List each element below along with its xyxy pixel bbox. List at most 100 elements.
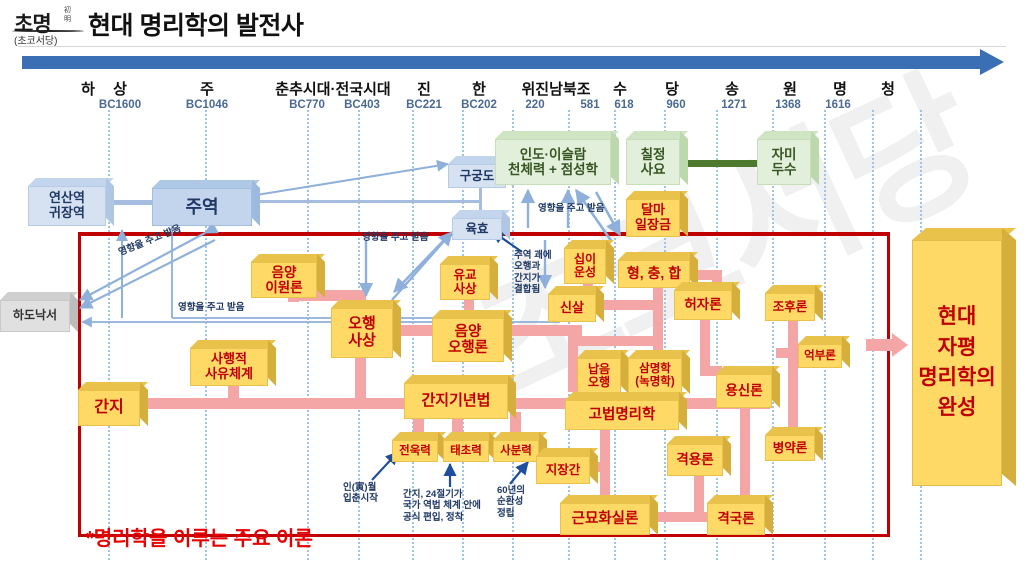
theory-box-eumyang2[interactable]: 음양 이원론	[251, 254, 325, 298]
box-label: 음양 이원론	[251, 262, 317, 298]
box-label: 형, 충, 합	[618, 260, 690, 288]
theory-box-geukyong[interactable]: 격용론	[667, 436, 731, 476]
box-top-face	[757, 131, 819, 139]
timeline-gridline	[772, 110, 774, 560]
box-label: 지장간	[536, 456, 590, 484]
box-label: 육효	[452, 218, 502, 240]
connector-sibi-sinsal	[583, 278, 593, 292]
timeline-year-label: 1368	[775, 99, 801, 111]
box-top-face	[392, 432, 446, 440]
annotation-influence-3: 영향을 주고 받음	[362, 232, 429, 243]
box-side-face	[815, 285, 823, 321]
box-side-face	[317, 254, 325, 298]
theory-box-hyeong[interactable]: 형, 충, 합	[618, 252, 698, 288]
box-side-face	[393, 300, 401, 358]
theory-box-nabeum[interactable]: 납음 오행	[577, 350, 629, 394]
theory-box-chiljeong[interactable]: 칠정 사요	[626, 131, 688, 185]
connector-johu-byeongyak	[788, 318, 798, 438]
theory-box-yukhyo[interactable]: 육효	[452, 210, 510, 240]
timeline-era-label: 당	[665, 81, 679, 98]
theory-box-indo[interactable]: 인도·이슬람 천체력 + 점성학	[495, 131, 619, 185]
theory-box-ganjigi[interactable]: 간지기년법	[404, 375, 516, 419]
timeline-bar	[22, 56, 982, 69]
theory-box-jami[interactable]: 자미 두수	[757, 131, 819, 185]
final-box-side-face	[1002, 228, 1016, 486]
logo-sub-text: (초코서당)	[14, 36, 58, 47]
logo-sup-2: 明	[64, 16, 71, 23]
timeline-gridline	[664, 110, 666, 560]
box-label: 조후론	[765, 293, 815, 321]
timeline-year-label: 581	[580, 99, 600, 111]
theory-box-juyeok[interactable]: 주역	[152, 180, 260, 226]
theory-box-geunmyo[interactable]: 근묘화실론	[560, 495, 658, 535]
connector-nabeum-vertical	[568, 336, 578, 392]
box-side-face	[650, 495, 658, 535]
box-side-face	[690, 252, 698, 288]
box-side-face	[504, 310, 512, 362]
theory-box-eokbu[interactable]: 억부론	[798, 336, 850, 368]
theory-box-sibi[interactable]: 십이 운성	[564, 240, 614, 284]
timeline-year-label: BC770	[289, 99, 325, 111]
final-box-line: 완성	[937, 396, 977, 420]
box-side-face	[268, 340, 276, 386]
timeline-year-label: 618	[614, 99, 634, 111]
box-top-face	[432, 310, 512, 318]
logo-underline	[12, 30, 84, 32]
box-side-face	[252, 180, 260, 226]
annotation-influence-4: 영향을 주고 받음	[538, 203, 605, 214]
box-top-face	[626, 191, 688, 199]
box-top-face	[448, 156, 514, 164]
theory-box-yugyo[interactable]: 유교 사상	[440, 256, 498, 300]
box-label: 음양 오행론	[432, 318, 504, 362]
box-label: 격국론	[707, 503, 765, 535]
theory-box-jijanggan[interactable]: 지장간	[536, 448, 598, 484]
theory-box-sinsal[interactable]: 신살	[548, 286, 604, 322]
box-side-face	[140, 382, 148, 426]
box-top-face	[716, 366, 780, 374]
box-top-face	[765, 427, 823, 435]
header-divider	[18, 46, 1006, 47]
box-top-face	[626, 131, 688, 139]
theory-box-heoja[interactable]: 허자론	[674, 282, 740, 320]
timeline-era-label: 송	[725, 81, 739, 98]
theory-box-yongsin[interactable]: 용신론	[716, 366, 780, 408]
theory-box-johu[interactable]: 조후론	[765, 285, 823, 321]
box-label: 하도낙서	[0, 300, 70, 332]
timeline-year-label: 1271	[721, 99, 747, 111]
box-side-face	[539, 432, 547, 462]
box-top-face	[798, 336, 850, 344]
box-top-face	[28, 178, 114, 186]
theory-box-geukguk[interactable]: 격국론	[707, 495, 773, 535]
connector-ohaeng-eumyang5	[398, 325, 438, 336]
logo-sup-1: 初	[64, 7, 71, 14]
box-side-face	[606, 240, 614, 284]
connector-yongsin-down	[740, 404, 750, 504]
theory-box-ohaeng[interactable]: 오행 사상	[331, 300, 401, 358]
theory-box-ganji[interactable]: 간지	[78, 382, 148, 426]
box-side-face	[723, 436, 731, 476]
box-label: 연산역 귀장역	[28, 186, 106, 226]
timeline-arrowhead-icon	[980, 49, 1004, 75]
box-side-face	[765, 495, 773, 535]
box-label: 사행적 사유체계	[190, 348, 268, 386]
box-top-face	[548, 286, 604, 294]
connector-heoja-yongsin	[700, 300, 710, 370]
timeline-gridline	[614, 110, 616, 560]
theory-box-taecho[interactable]: 태초력	[443, 432, 497, 462]
theory-box-byeongyak[interactable]: 병약론	[765, 427, 823, 461]
theory-box-yeonsan[interactable]: 연산역 귀장역	[28, 178, 114, 226]
final-box-line: 명리학의	[918, 366, 996, 389]
theory-box-gobeop[interactable]: 고법명리학	[565, 392, 687, 430]
theory-box-dalma[interactable]: 달마 일장금	[626, 191, 688, 237]
theory-box-jeonuk[interactable]: 전욱력	[392, 432, 446, 462]
timeline-year-label: BC403	[344, 99, 380, 111]
annotation-ipchun-note: 인(寅)월 입춘시작	[343, 482, 378, 505]
box-top-face	[536, 448, 598, 456]
theory-box-sammyeong[interactable]: 삼명학 (녹명학)	[628, 350, 690, 394]
final-outcome-box: 현대 자평 명리학의 완성	[912, 228, 1016, 486]
theory-box-eumyang5[interactable]: 음양 오행론	[432, 310, 512, 362]
connector-gugungdo-yukhyo	[479, 188, 482, 224]
theory-box-hadonaks[interactable]: 하도낙서	[0, 292, 78, 332]
theory-box-sahaeng[interactable]: 사행적 사유체계	[190, 340, 276, 386]
box-label: 십이 운성	[564, 248, 606, 284]
